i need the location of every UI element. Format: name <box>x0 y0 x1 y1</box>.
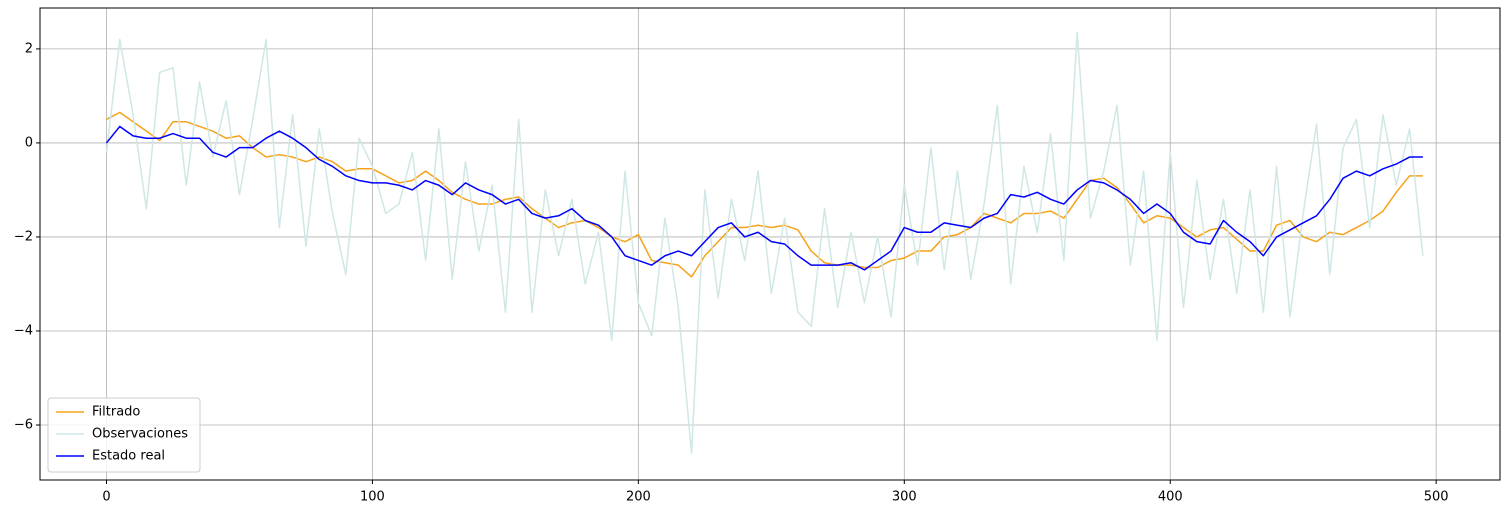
plot-frame <box>39 7 1501 481</box>
grid <box>40 8 1500 480</box>
x-tick-label: 0 <box>102 490 110 505</box>
y-tick-label: 0 <box>25 135 33 150</box>
y-tick-label: −6 <box>14 417 33 432</box>
y-tick-label: −2 <box>14 229 33 244</box>
series-line <box>105 31 1424 454</box>
x-tick-label: 300 <box>892 490 917 505</box>
legend-box <box>47 397 201 473</box>
x-tick-label: 500 <box>1424 490 1449 505</box>
x-tick-label: 200 <box>626 490 651 505</box>
legend-label: Filtrado <box>92 405 140 420</box>
y-tick-label: 2 <box>25 41 33 56</box>
legend: Filtrado Observaciones Estado real <box>47 397 201 473</box>
y-tick-label: −4 <box>14 323 33 338</box>
legend-label: Estado real <box>92 449 165 464</box>
legend-label: Observaciones <box>92 427 188 442</box>
x-tick-label: 100 <box>360 490 385 505</box>
plot <box>105 31 1424 454</box>
x-tick-label: 400 <box>1158 490 1183 505</box>
ticks: 0 100 200 300 400 500 −6 −4 −2 0 2 <box>14 41 1449 504</box>
series-line <box>105 125 1423 271</box>
